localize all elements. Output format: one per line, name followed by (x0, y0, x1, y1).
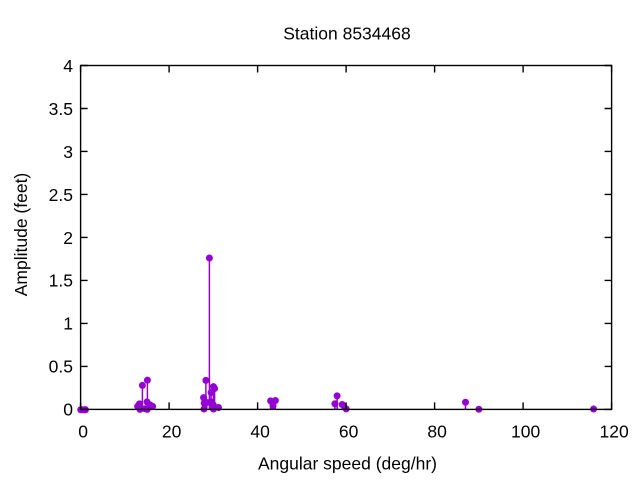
svg-text:1.5: 1.5 (49, 271, 73, 291)
svg-text:Angular speed (deg/hr): Angular speed (deg/hr) (258, 454, 437, 474)
svg-text:1: 1 (63, 314, 73, 334)
svg-text:3.5: 3.5 (49, 99, 73, 119)
svg-text:0: 0 (78, 422, 88, 442)
svg-text:100: 100 (511, 422, 540, 442)
svg-text:Amplitude (feet): Amplitude (feet) (11, 173, 31, 297)
svg-text:2: 2 (63, 228, 73, 248)
svg-text:3: 3 (63, 142, 73, 162)
svg-text:0.5: 0.5 (49, 357, 73, 377)
svg-text:Station 8534468: Station 8534468 (283, 24, 410, 44)
svg-text:20: 20 (162, 422, 182, 442)
svg-text:80: 80 (427, 422, 447, 442)
svg-text:60: 60 (339, 422, 359, 442)
svg-text:40: 40 (250, 422, 270, 442)
svg-text:2.5: 2.5 (49, 185, 73, 205)
svg-text:0: 0 (63, 400, 73, 420)
svg-text:4: 4 (63, 56, 73, 76)
svg-text:120: 120 (599, 422, 628, 442)
